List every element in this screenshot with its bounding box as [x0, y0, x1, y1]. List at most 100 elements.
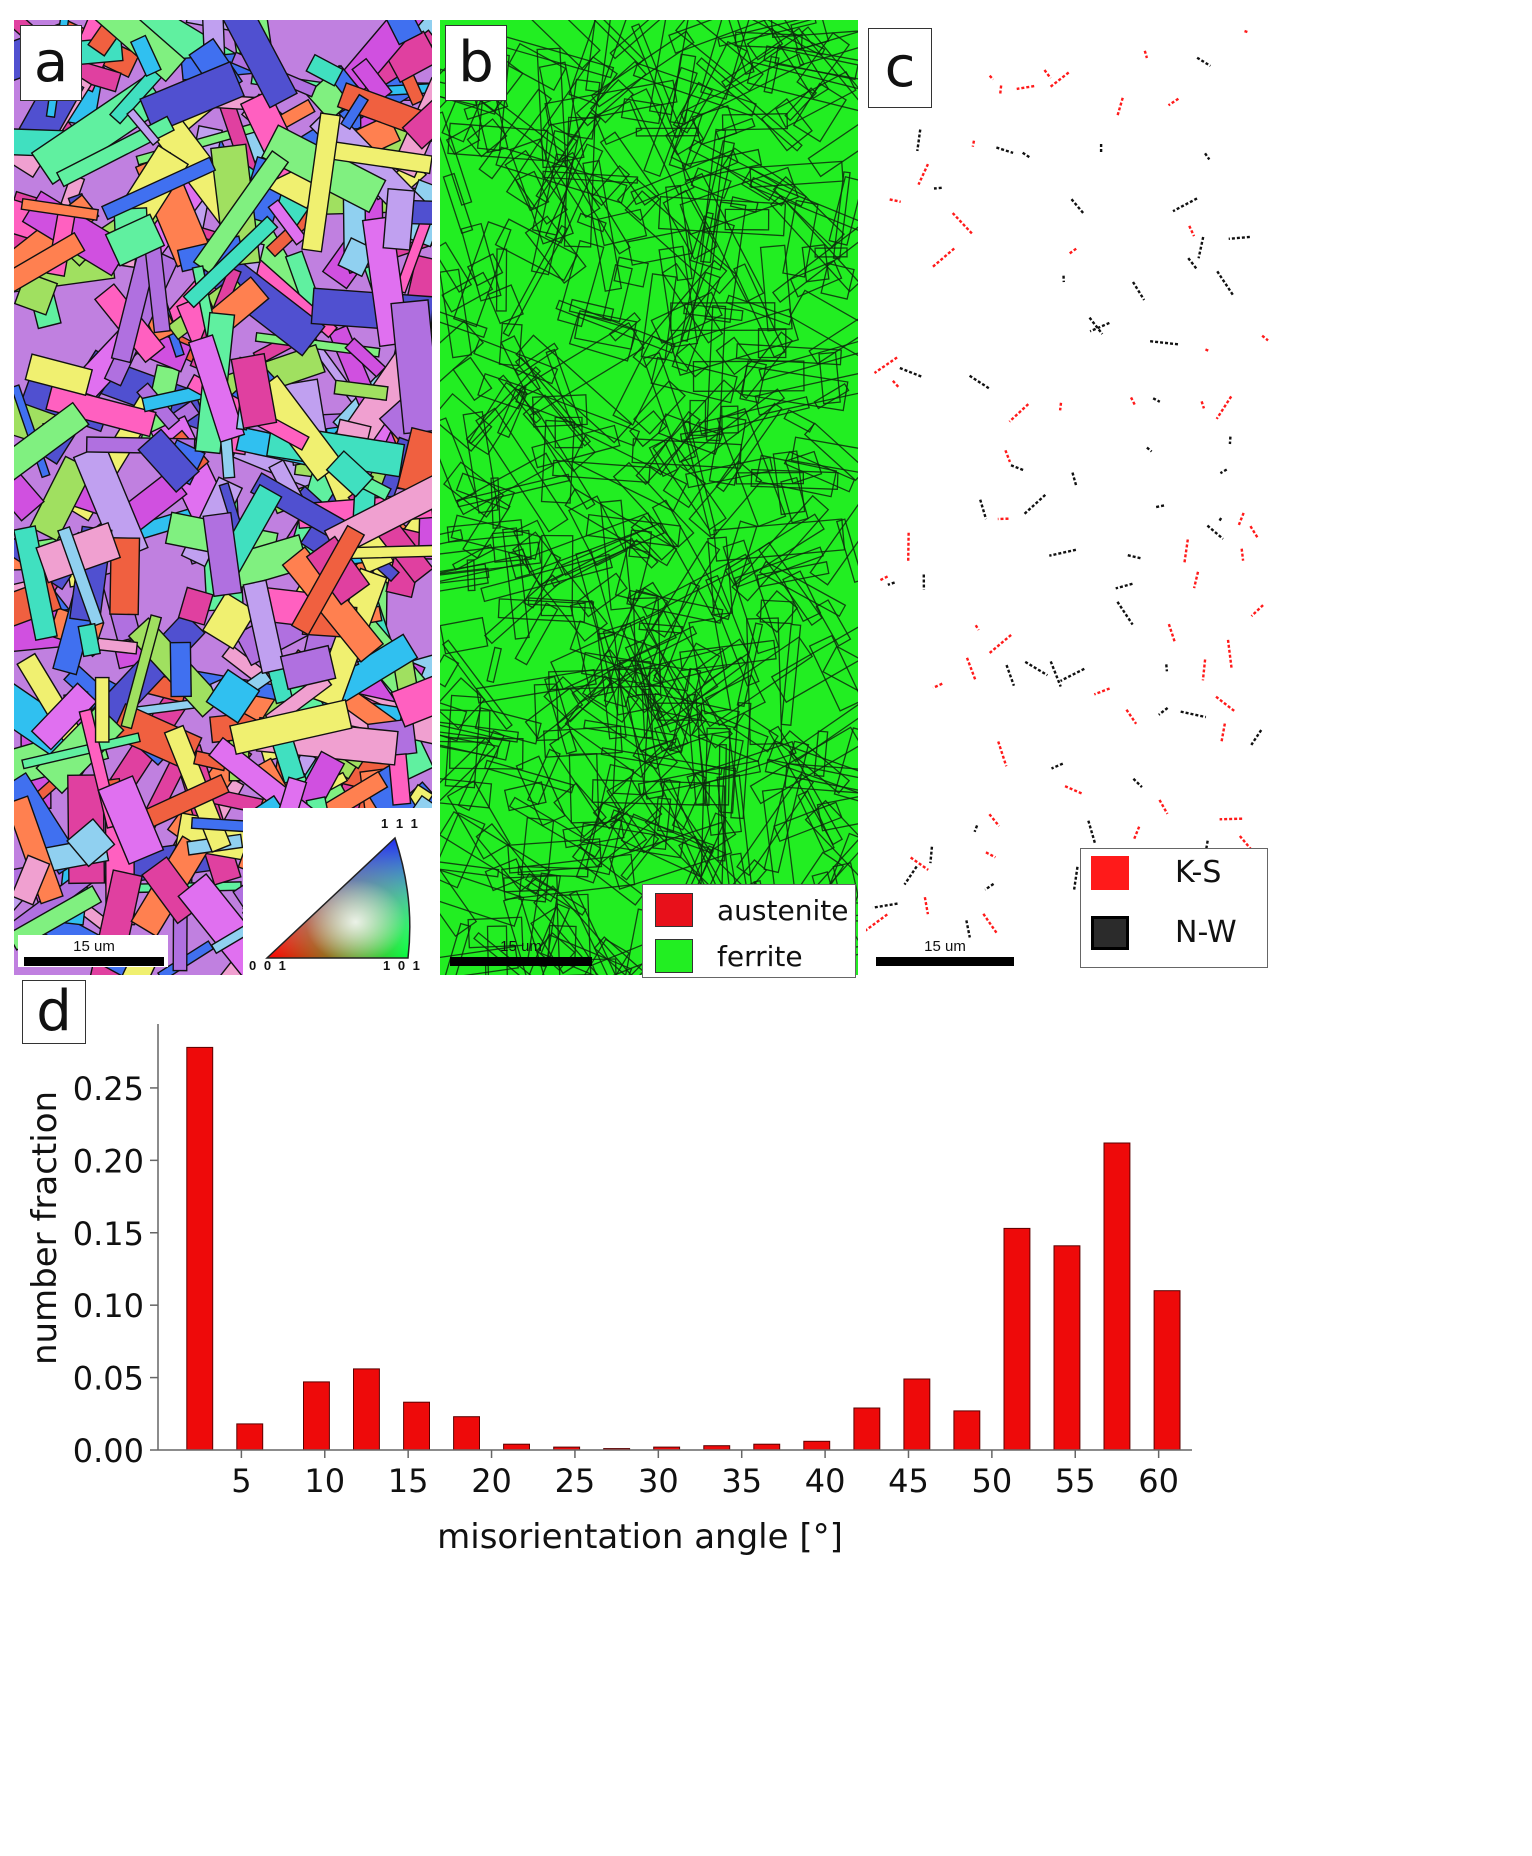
- grain-boundary: [788, 700, 858, 763]
- ks-boundary-segment: [1215, 395, 1233, 420]
- ks-boundary-segment: [1200, 401, 1206, 409]
- grain-boundary: [583, 719, 678, 744]
- nw-boundary-segment: [1051, 762, 1064, 770]
- grain-boundary: [597, 208, 648, 247]
- grain-boundary: [563, 116, 596, 248]
- nw-boundary-segment: [1228, 235, 1250, 240]
- grain-boundary: [602, 622, 669, 753]
- grain: [14, 854, 51, 906]
- grain-boundary: [440, 529, 464, 548]
- nw-boundary-segment: [1197, 236, 1205, 259]
- grain-boundary: [638, 622, 684, 634]
- grain-boundary: [543, 725, 623, 758]
- grain-boundary: [670, 667, 702, 754]
- grain-boundary: [440, 708, 491, 743]
- y-tick-label: 0.00: [73, 1432, 144, 1470]
- grain-boundary: [475, 668, 597, 704]
- grain-boundary: [774, 45, 858, 84]
- grain-boundary: [515, 334, 633, 444]
- grain-boundary: [573, 310, 638, 350]
- grain-boundary: [582, 159, 623, 292]
- ks-boundary-segment: [988, 74, 995, 81]
- grain-boundary: [540, 534, 574, 617]
- grain-boundary: [590, 30, 695, 108]
- x-tick-label: 50: [972, 1462, 1013, 1500]
- legend-item-nw: N-W: [1091, 915, 1237, 950]
- grain-boundary: [627, 229, 694, 266]
- grain-boundary: [671, 772, 708, 831]
- grain: [139, 60, 245, 134]
- grain-boundary: [474, 707, 542, 745]
- ks-boundary-segment: [1188, 225, 1196, 237]
- grain-boundary: [707, 536, 734, 616]
- grain-boundary: [630, 149, 739, 206]
- ks-boundary-segment: [1058, 402, 1063, 411]
- ks-boundary-segment: [909, 856, 929, 871]
- grain-boundary: [790, 436, 858, 477]
- grain-boundary: [599, 499, 633, 611]
- grain: [382, 20, 423, 46]
- bar: [303, 1381, 330, 1451]
- grain-boundary: [608, 311, 642, 342]
- grain-boundary: [746, 61, 858, 114]
- grain: [100, 156, 217, 221]
- grain-boundary: [735, 471, 805, 485]
- grain-boundary: [688, 139, 807, 207]
- grain-boundary: [704, 727, 731, 806]
- grain: [290, 524, 366, 636]
- grain-boundary: [764, 758, 858, 792]
- grain-boundary: [770, 20, 858, 39]
- y-tick-label: 0.05: [73, 1360, 144, 1398]
- grain: [14, 885, 103, 951]
- ks-boundary-segment: [965, 657, 977, 681]
- grain-boundary: [486, 646, 502, 684]
- x-tick-label: 10: [304, 1462, 345, 1500]
- grain-boundary: [441, 271, 494, 313]
- grain-boundary: [501, 853, 636, 901]
- grain-boundary: [639, 647, 728, 688]
- grain-boundary: [715, 336, 753, 376]
- nw-boundary-segment: [1228, 436, 1232, 445]
- grain-boundary: [815, 599, 852, 647]
- grain: [97, 775, 165, 866]
- grain-boundary: [749, 726, 858, 805]
- grain-boundary: [716, 407, 787, 528]
- grain-boundary: [782, 570, 822, 623]
- grain-boundary: [652, 797, 672, 851]
- grain-boundary: [653, 660, 734, 749]
- grain-boundary: [555, 299, 676, 354]
- grain-boundary: [440, 856, 500, 878]
- grain: [120, 614, 163, 730]
- grain-boundary: [502, 224, 568, 337]
- grain-boundary: [587, 674, 640, 724]
- grain: [267, 199, 308, 246]
- nw-boundary-segment: [965, 920, 971, 938]
- grain-boundary: [533, 885, 642, 975]
- grain-boundary: [440, 722, 511, 761]
- grain-boundary: [783, 450, 856, 493]
- nw-boundary-segment: [1089, 321, 1110, 333]
- grain: [401, 95, 432, 150]
- grain-boundary: [494, 218, 579, 282]
- grain-boundary: [612, 461, 695, 548]
- grain-boundary: [650, 356, 738, 404]
- grain-boundary: [440, 111, 473, 206]
- grain-boundary: [593, 100, 643, 146]
- panel-b-phase-map: [440, 20, 858, 975]
- nw-boundary-segment: [1116, 601, 1134, 626]
- grain: [201, 591, 258, 650]
- grain-boundary: [465, 366, 542, 445]
- grain: [14, 795, 64, 905]
- grain-boundary: [749, 176, 858, 236]
- nw-boundary-segment: [1024, 660, 1049, 677]
- grain-boundary: [620, 98, 663, 125]
- grain-boundary: [440, 737, 496, 835]
- grain-boundary: [581, 651, 692, 692]
- grain-boundary: [679, 639, 777, 672]
- grain-boundary: [519, 903, 571, 975]
- nw-boundary-segment: [1165, 664, 1169, 672]
- panel-b-letter: b: [445, 25, 507, 101]
- grain-boundary: [564, 488, 678, 567]
- grain-boundary: [603, 589, 659, 708]
- misorientation-histogram: 0.00 0.05 0.10 0.15 0.20 0.25 5 10 15 20 25 30 35 40 4…: [25, 1024, 1192, 1557]
